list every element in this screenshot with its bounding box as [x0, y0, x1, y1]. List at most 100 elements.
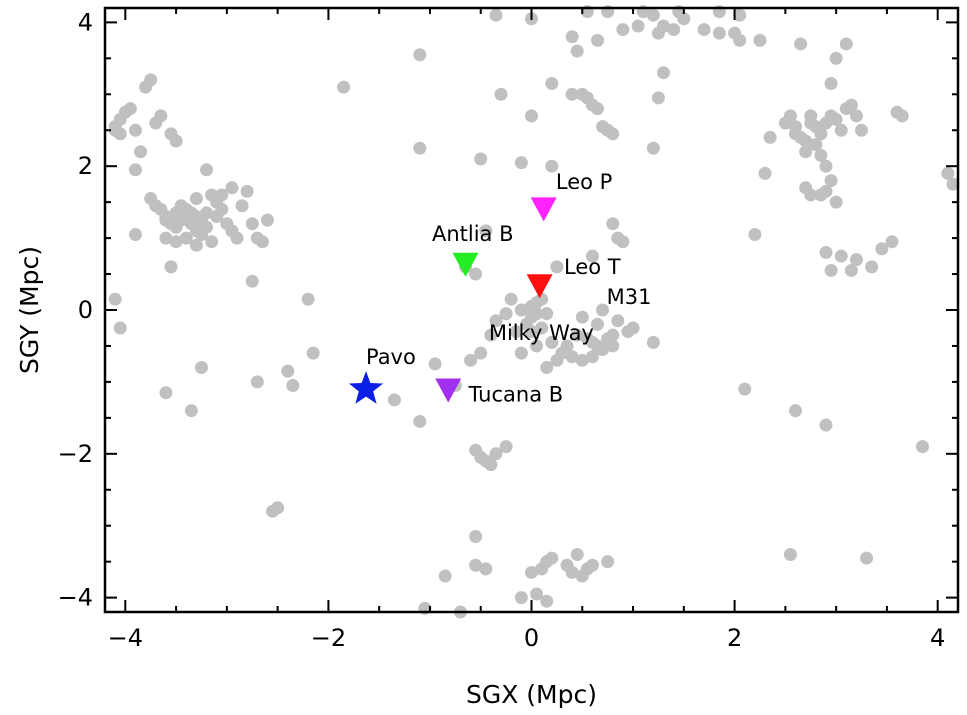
- galaxy-point: [474, 346, 488, 360]
- galaxy-point: [215, 188, 229, 202]
- galaxy-point: [489, 447, 503, 461]
- galaxy-point: [240, 184, 254, 198]
- galaxy-point: [591, 102, 605, 116]
- annotation-pavo: Pavo: [366, 345, 416, 369]
- axes: −4 −2 0 2 4 −4 −2 0 2 4: [58, 8, 958, 652]
- galaxy-point: [814, 188, 828, 202]
- galaxy-point: [941, 166, 955, 180]
- galaxy-point: [525, 325, 538, 339]
- galaxy-point: [733, 8, 747, 22]
- galaxy-point: [535, 321, 549, 335]
- galaxy-point: [189, 192, 203, 206]
- galaxy-point: [591, 33, 605, 47]
- galaxy-point: [819, 159, 833, 173]
- galaxy-point: [860, 551, 874, 565]
- galaxy-point: [301, 292, 315, 306]
- galaxy-point: [245, 217, 259, 231]
- galaxy-point: [484, 458, 498, 472]
- galaxy-point: [169, 134, 183, 148]
- galaxy-point: [205, 235, 219, 249]
- galaxy-point: [697, 23, 711, 37]
- galaxy-point: [123, 102, 137, 116]
- galaxy-point: [596, 303, 610, 317]
- galaxy-point: [606, 339, 620, 353]
- galaxy-point: [667, 23, 681, 37]
- galaxy-point: [499, 307, 513, 321]
- galaxy-point: [631, 19, 645, 33]
- galaxy-point: [413, 48, 427, 62]
- galaxy-point: [479, 562, 493, 576]
- galaxy-point: [514, 156, 528, 170]
- galaxy-point: [885, 235, 899, 249]
- galaxy-point: [606, 127, 620, 141]
- galaxy-point: [824, 263, 838, 277]
- galaxy-point: [646, 8, 660, 22]
- galaxy-point: [789, 404, 803, 418]
- galaxy-point: [657, 19, 671, 33]
- galaxy-point: [606, 328, 620, 342]
- galaxy-point: [545, 159, 559, 173]
- galaxy-point: [758, 166, 772, 180]
- galaxy-point: [144, 73, 158, 87]
- leo-p-marker: [530, 197, 557, 222]
- y-tick-label: 2: [78, 152, 93, 180]
- galaxy-point: [839, 37, 853, 51]
- galaxy-point: [169, 235, 183, 249]
- galaxy-point: [255, 235, 269, 249]
- galaxy-point: [819, 418, 833, 432]
- galaxy-point: [763, 130, 777, 144]
- galaxy-point: [540, 594, 554, 608]
- galaxy-point: [824, 174, 838, 188]
- galaxy-point: [814, 148, 828, 162]
- galaxy-point: [809, 138, 823, 152]
- galaxy-point: [525, 109, 538, 123]
- galaxy-point: [164, 260, 178, 274]
- annotation-tucana-b: Tucana B: [468, 382, 564, 406]
- x-tick-label: 0: [524, 624, 539, 652]
- galaxy-point: [413, 414, 427, 428]
- galaxy-point: [509, 325, 523, 339]
- galaxy-point: [514, 591, 528, 605]
- galaxy-point: [235, 199, 249, 213]
- galaxy-point: [855, 123, 869, 137]
- galaxy-point: [489, 8, 503, 22]
- galaxy-point: [210, 210, 224, 224]
- galaxy-point: [271, 501, 285, 515]
- galaxy-point: [200, 163, 214, 177]
- galaxy-point: [387, 393, 401, 407]
- galaxy-point: [108, 292, 122, 306]
- galaxy-point: [245, 274, 259, 288]
- galaxy-point: [337, 80, 351, 94]
- galaxy-point: [545, 551, 559, 565]
- galaxy-point: [413, 141, 427, 155]
- x-tick-label: 2: [727, 624, 742, 652]
- galaxy-point: [865, 260, 879, 274]
- galaxy-point: [849, 253, 863, 267]
- galaxy-point: [591, 317, 605, 331]
- galaxy-point: [753, 33, 767, 47]
- galaxy-point: [469, 267, 483, 281]
- galaxy-point: [169, 220, 183, 234]
- galaxy-point: [565, 87, 579, 101]
- galaxy-point: [575, 310, 589, 324]
- galaxy-point: [113, 321, 127, 335]
- galaxy-point: [646, 141, 660, 155]
- galaxy-point: [555, 346, 569, 360]
- galaxy-point: [128, 123, 142, 137]
- galaxy-point: [834, 123, 848, 137]
- galaxy-point: [819, 245, 833, 259]
- galaxy-point: [194, 361, 208, 375]
- galaxy-point: [530, 339, 544, 353]
- antlia-b-marker: [452, 252, 479, 277]
- galaxy-point: [585, 350, 599, 364]
- galaxy-point: [200, 206, 214, 220]
- galaxy-point: [829, 112, 843, 126]
- annotation-antlia-b: Antlia B: [432, 222, 514, 246]
- galaxy-point: [484, 328, 498, 342]
- galaxy-point: [154, 109, 168, 123]
- galaxy-point: [824, 77, 838, 90]
- galaxy-point: [799, 145, 813, 159]
- galaxy-point: [616, 23, 630, 37]
- galaxy-point: [225, 181, 239, 195]
